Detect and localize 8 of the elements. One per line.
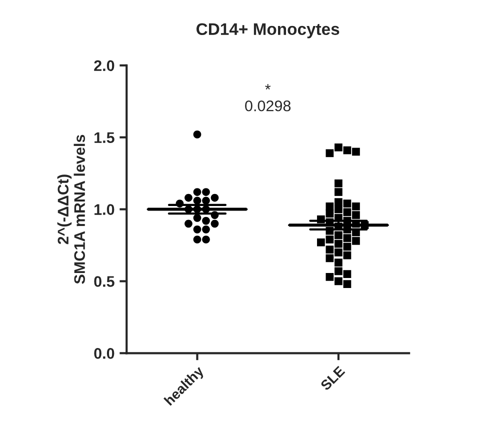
- y-tick-label: 1.0: [94, 204, 114, 215]
- chart-title: CD14+ Monocytes: [196, 23, 340, 38]
- annotation: * 0.0298: [245, 84, 291, 112]
- y-tick-label: 0.0: [94, 348, 114, 359]
- y-axis-title: 2^(-ΔΔCt) SMC1A mRNA levels: [57, 134, 86, 284]
- y-tick-label: 1.5: [94, 132, 114, 144]
- y-tick-label: 2.0: [94, 60, 114, 72]
- y-tick-label: 0.5: [94, 276, 114, 287]
